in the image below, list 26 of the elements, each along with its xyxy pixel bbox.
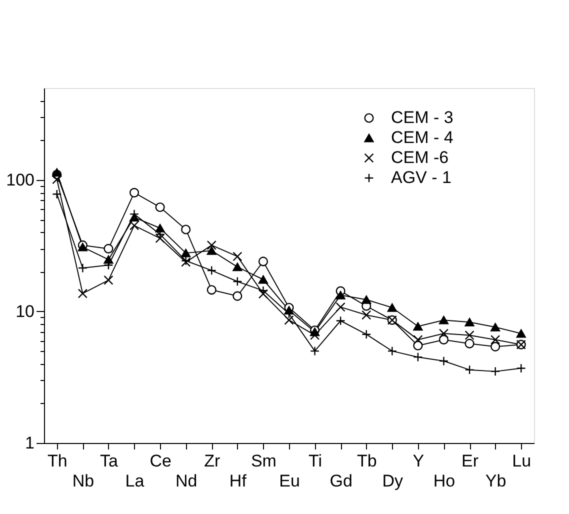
x-tick-label: Sm [250,452,276,470]
x-tick-label: Eu [279,472,300,490]
x-tick-label: Hf [229,472,247,490]
x-tick-label: Er [462,452,479,470]
x-tick-label: Nd [175,472,198,490]
x-tick-label: Gd [330,472,352,490]
legend-label: AGV - 1 [391,168,452,187]
x-tick-label: Tb [356,452,377,470]
y-tick-label: 100 [6,170,34,190]
x-tick-label: Lu [512,452,532,470]
x-tick-label: Zr [204,452,220,470]
y-tick-label: 1 [25,434,34,452]
legend-label: CEM -6 [391,148,449,167]
x-tick-label: Ho [433,472,456,490]
x-tick-label: Nb [72,472,94,490]
legend-label: CEM - 4 [391,128,454,147]
x-tick-label: Ce [150,452,172,470]
legend-label: CEM - 3 [391,108,454,127]
y-tick-label: 10 [16,302,34,321]
x-tick-label: Ta [100,452,118,470]
x-tick-label: La [125,472,145,490]
x-tick-label: Th [47,452,68,470]
x-tick-label: Yb [485,472,506,490]
x-tick-label: Ti [308,452,322,470]
x-tick-label: Y [412,452,424,470]
x-tick-label: Dy [382,472,404,490]
